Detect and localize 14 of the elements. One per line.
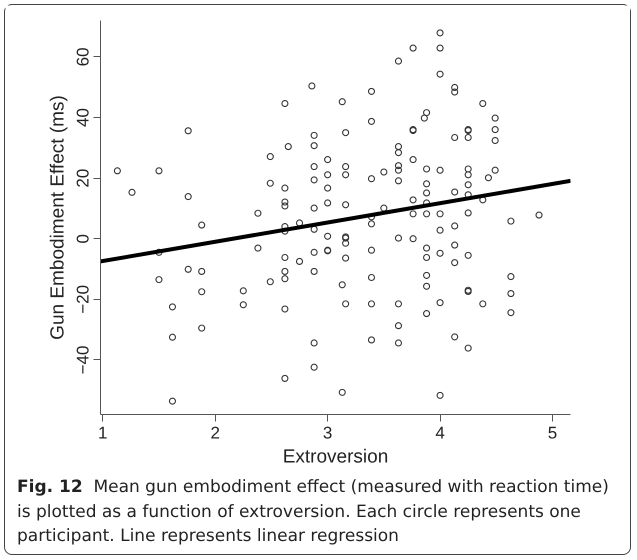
x-tick-label: 1 xyxy=(98,424,108,442)
x-tick-label: 4 xyxy=(435,424,445,442)
caption: Fig. 12 Mean gun embodiment effect (measured with reaction time) is plotted as a function of extroversion. Each circle represents one participant. Line represents linear regression xyxy=(17,476,610,548)
x-tick-label: 5 xyxy=(548,424,558,442)
y-tick-label: −40 xyxy=(74,346,92,374)
y-tick-label: 0 xyxy=(74,234,92,244)
x-tick-label: 3 xyxy=(322,424,332,442)
x-axis-title: Extroversion xyxy=(282,446,388,468)
y-tick-label: 40 xyxy=(74,108,92,127)
x-tick-label: 2 xyxy=(210,424,220,442)
y-tick-label: 60 xyxy=(74,47,92,66)
y-tick-label: −20 xyxy=(74,284,92,314)
y-axis-title: Gun Embodiment Effect (ms) xyxy=(48,95,68,340)
y-tick-label: 20 xyxy=(74,168,92,188)
